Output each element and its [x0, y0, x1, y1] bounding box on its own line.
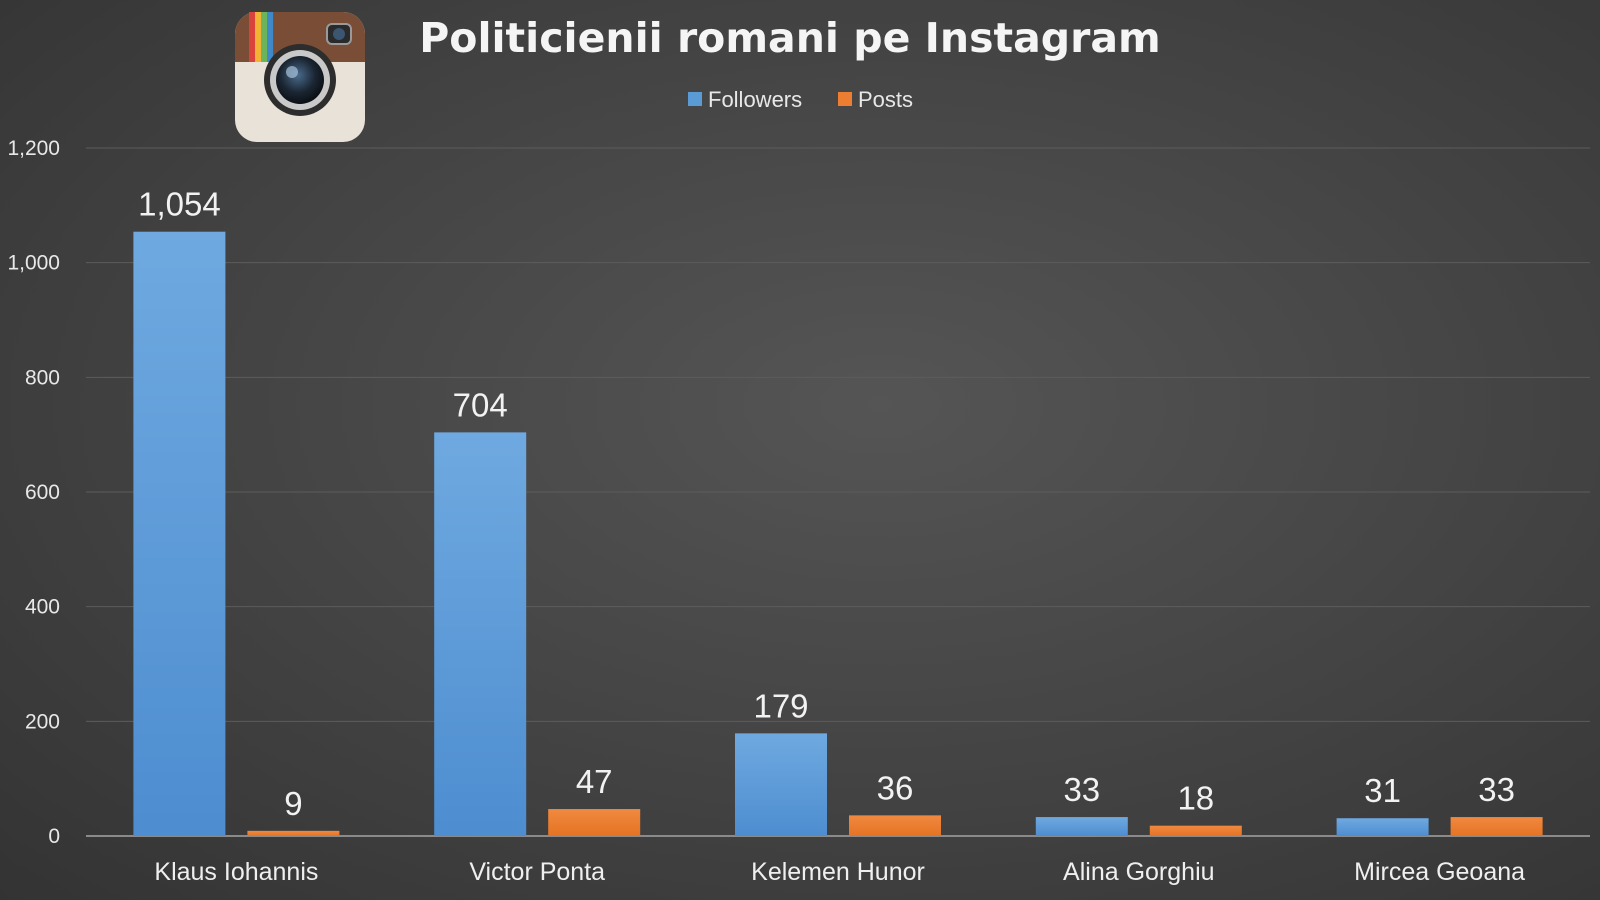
category-label: Mircea Geoana: [1354, 858, 1525, 886]
bar-followers: [1336, 818, 1429, 836]
category-label: Klaus Iohannis: [154, 858, 318, 886]
data-label-posts: 9: [284, 785, 302, 822]
y-tick-label: 0: [48, 825, 60, 848]
category-label: Victor Ponta: [469, 858, 605, 886]
y-tick-label: 600: [25, 481, 60, 504]
legend-swatch-posts: [838, 92, 852, 106]
data-labels: 1,054 9 704 47 179 36 33 18 31 33: [138, 186, 1515, 822]
bar-posts: [1149, 825, 1242, 836]
instagram-camera-icon: [235, 12, 365, 142]
y-tick-label: 1,000: [7, 252, 60, 275]
legend: Followers Posts: [688, 87, 913, 112]
y-tick-label: 800: [25, 366, 60, 389]
bar-followers: [735, 733, 827, 836]
y-tick-label: 1,200: [7, 137, 60, 160]
data-label-posts: 47: [576, 763, 613, 800]
x-axis: Klaus Iohannis Victor Ponta Kelemen Hunor A…: [154, 858, 1525, 886]
bar-followers: [1035, 817, 1128, 836]
bar-posts: [247, 830, 340, 836]
y-tick-label: 400: [25, 596, 60, 619]
data-label-followers: 1,054: [138, 186, 221, 223]
bar-followers: [133, 231, 226, 836]
y-tick-label: 200: [25, 710, 60, 733]
data-label-posts: 33: [1478, 771, 1515, 808]
y-axis: 0 200 400 600 800 1,000 1,200: [7, 137, 60, 848]
category-label: Alina Gorghiu: [1063, 858, 1214, 886]
data-label-posts: 36: [877, 769, 914, 806]
bar-posts: [849, 815, 941, 836]
bar-posts: [548, 809, 641, 836]
data-label-followers: 31: [1364, 772, 1401, 809]
legend-label-posts: Posts: [858, 87, 913, 112]
data-label-followers: 33: [1063, 771, 1100, 808]
data-label-followers: 704: [453, 386, 508, 423]
data-label-posts: 18: [1177, 780, 1214, 817]
bar-followers: [434, 432, 527, 836]
bars: [133, 231, 1543, 836]
chart-title: Politicienii romani pe Instagram: [419, 14, 1161, 62]
data-label-followers: 179: [753, 687, 808, 724]
legend-label-followers: Followers: [708, 87, 802, 112]
category-label: Kelemen Hunor: [751, 858, 925, 886]
gridlines: [86, 147, 1590, 837]
legend-swatch-followers: [688, 92, 702, 106]
bar-posts: [1450, 817, 1543, 836]
